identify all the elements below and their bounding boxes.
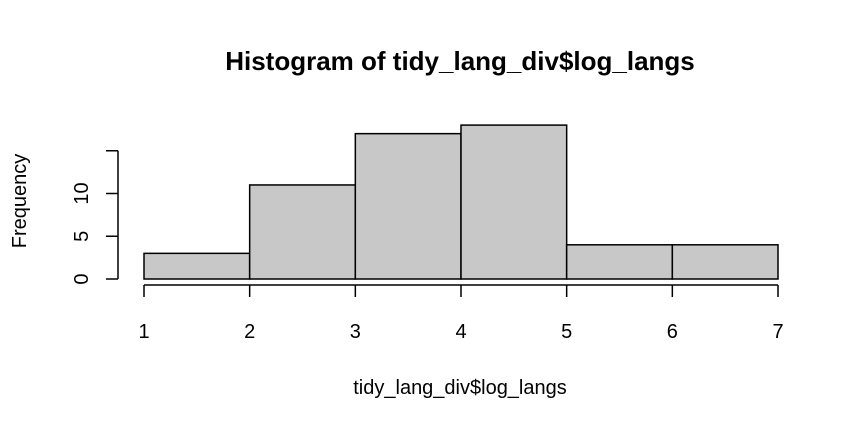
- y-tick-label: 5: [71, 231, 93, 242]
- x-axis-label: tidy_lang_div$log_langs: [353, 377, 567, 399]
- histogram-bar-3: [354, 132, 462, 280]
- histogram-bar-2: [248, 184, 357, 280]
- x-tick-label: 3: [350, 321, 361, 343]
- histogram-bar-6: [671, 244, 779, 280]
- bars-group: [143, 124, 779, 280]
- y-axis-label: Frequency: [9, 154, 31, 249]
- x-tick-label: 6: [667, 321, 678, 343]
- x-axis: 1 2 3 4 5 6 7: [138, 284, 784, 343]
- x-tick-label: 7: [772, 321, 783, 343]
- x-tick-label: 5: [561, 321, 572, 343]
- x-tick-label: 1: [138, 321, 149, 343]
- y-axis: 0 5 10: [71, 150, 119, 285]
- chart-title: Histogram of tidy_lang_div$log_langs: [225, 46, 695, 76]
- histogram-bar-5: [565, 244, 674, 280]
- x-tick-label: 4: [455, 321, 466, 343]
- histogram-bar-1: [143, 252, 251, 280]
- x-tick-label: 2: [244, 321, 255, 343]
- histogram-bar-4: [460, 124, 568, 280]
- y-tick-label: 10: [71, 182, 93, 204]
- y-tick-label: 0: [71, 273, 93, 284]
